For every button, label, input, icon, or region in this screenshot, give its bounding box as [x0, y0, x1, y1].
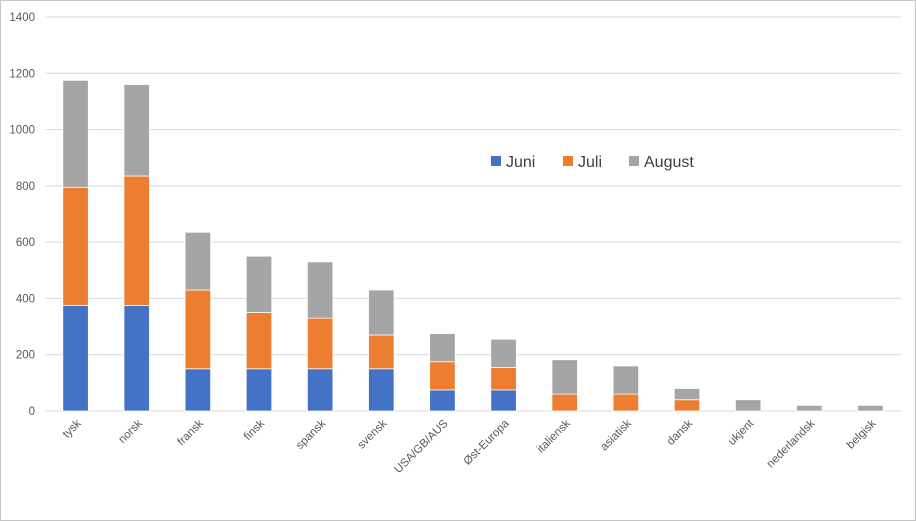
bar-juni-1	[123, 305, 150, 412]
bar-juni-3	[245, 368, 273, 412]
bar-juni-6	[429, 389, 456, 412]
x-tick-label: svensk	[356, 417, 390, 451]
legend-swatch-juli	[563, 156, 573, 166]
bar-juni-2	[184, 368, 211, 412]
x-tick-label: dansk	[665, 417, 695, 447]
bar-juli-2	[184, 289, 211, 370]
x-tick-label: spansk	[294, 417, 328, 451]
bar-august-7	[490, 338, 517, 368]
legend-label-august: August	[644, 154, 694, 171]
x-tick-label: norsk	[116, 417, 145, 446]
bar-juli-10	[673, 399, 701, 412]
gridlines	[45, 16, 901, 412]
bar-august-2	[184, 231, 211, 291]
bar-juni-5	[368, 368, 395, 412]
x-tick-label: USA/GB/AUS	[392, 417, 450, 475]
bar-august-4	[307, 261, 334, 319]
bar-juni-0	[62, 305, 89, 412]
bar-juli-7	[490, 367, 517, 391]
x-tick-label: belgisk	[845, 417, 879, 451]
y-tick-label: 1000	[9, 125, 35, 137]
legend: Juni Juli August	[491, 154, 694, 171]
bar-juli-6	[429, 361, 456, 391]
bar-juli-1	[123, 175, 150, 306]
y-tick-label: 400	[16, 293, 35, 305]
bar-august-10	[673, 388, 701, 401]
bar-august-9	[612, 365, 639, 395]
y-tick-label: 600	[16, 237, 35, 249]
x-tick-label: asiatisk	[598, 417, 634, 453]
bar-juli-5	[368, 334, 395, 370]
bar-august-12	[796, 404, 823, 412]
x-tick-label: finsk	[242, 417, 267, 442]
bar-august-13	[857, 404, 884, 412]
bar-juli-3	[245, 312, 273, 370]
x-tick-label: tysk	[61, 417, 84, 440]
y-tick-label: 800	[16, 181, 35, 193]
bar-juli-0	[62, 186, 89, 306]
bar-august-8	[551, 359, 578, 395]
x-tick-label: fransk	[175, 417, 206, 448]
bars	[62, 79, 884, 412]
bar-august-11	[735, 399, 762, 412]
legend-swatch-august	[629, 156, 639, 166]
bar-juni-4	[307, 368, 334, 412]
x-axis-ticks: tysk norsk fransk finsk spansk svensk USA/GB/A…	[61, 417, 879, 476]
y-tick-label: 200	[16, 350, 35, 362]
bar-august-1	[123, 84, 150, 177]
legend-swatch-juni	[491, 156, 501, 166]
y-tick-label: 1200	[9, 68, 35, 80]
bar-juli-4	[307, 317, 334, 370]
y-axis-ticks: 0 200 400 600 800 1000 1200 1400	[9, 12, 35, 418]
x-tick-label: italiensk	[535, 417, 573, 455]
x-tick-label: Øst-Europa	[462, 417, 512, 467]
bar-juni-7	[490, 389, 517, 412]
y-tick-label: 1400	[9, 12, 35, 24]
x-tick-label: ukjent	[726, 417, 757, 448]
bar-juli-9	[612, 393, 639, 412]
bar-august-6	[429, 333, 456, 363]
x-tick-label: nederlandsk	[765, 417, 818, 470]
bar-august-5	[368, 289, 395, 336]
bar-august-3	[245, 255, 273, 313]
bar-august-0	[62, 79, 89, 188]
bar-juli-8	[551, 393, 578, 412]
legend-label-juni: Juni	[506, 154, 535, 171]
legend-label-juli: Juli	[578, 154, 602, 171]
y-tick-label: 0	[29, 406, 35, 418]
